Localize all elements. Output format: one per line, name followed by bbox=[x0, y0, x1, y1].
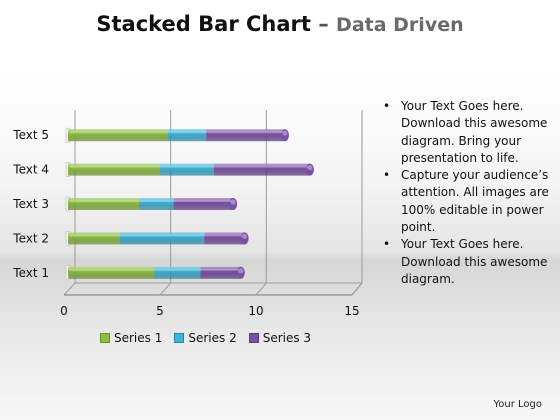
bullet-item: Your Text Goes here. Download this aweso… bbox=[383, 236, 553, 288]
bar-end-cap bbox=[280, 129, 289, 142]
chart-legend: Series 1 Series 2 Series 3 bbox=[100, 330, 311, 346]
legend-item-series-2: Series 2 bbox=[174, 331, 237, 345]
title-subtitle: Data Driven bbox=[336, 14, 464, 36]
bar-end-highlight bbox=[282, 130, 288, 136]
y-tick-label: Text 1 bbox=[12, 266, 49, 280]
y-tick-label: Text 2 bbox=[12, 231, 49, 245]
bar-segment-base bbox=[200, 266, 241, 279]
bar-segment-base bbox=[68, 232, 120, 245]
bar-segment-base bbox=[68, 129, 168, 142]
bar-end-highlight bbox=[238, 268, 244, 274]
bar-end-highlight bbox=[242, 233, 248, 239]
x-tick-label: 0 bbox=[60, 304, 68, 318]
bar-segment-base bbox=[173, 198, 234, 210]
bar-segment-base bbox=[167, 129, 207, 142]
bullet-list: Your Text Goes here. Download this aweso… bbox=[383, 98, 553, 288]
title-main: Stacked Bar Chart bbox=[96, 12, 311, 36]
bar-segment-base bbox=[206, 129, 285, 142]
y-tick-label: Text 3 bbox=[12, 197, 49, 211]
bar-gloss bbox=[70, 165, 308, 168]
bar-end-cap bbox=[229, 198, 238, 210]
floor-edge-left bbox=[63, 282, 76, 296]
legend-label: Series 3 bbox=[262, 331, 312, 345]
x-tick-label: 15 bbox=[344, 304, 359, 318]
bar-segment-base bbox=[213, 163, 310, 176]
bar-end-cap bbox=[305, 163, 314, 176]
gridline-floor bbox=[159, 282, 172, 296]
legend-label: Series 2 bbox=[188, 331, 237, 345]
logo-text: Your Logo bbox=[493, 399, 542, 410]
x-tick-label: 10 bbox=[248, 304, 263, 318]
bar-end-cap bbox=[236, 266, 245, 279]
legend-swatch-series-2 bbox=[174, 333, 185, 343]
bar-segment-base bbox=[68, 198, 140, 210]
x-tick-label: 5 bbox=[156, 304, 164, 318]
bar-segment-base bbox=[154, 266, 201, 279]
bar-gloss bbox=[70, 200, 232, 202]
bullet-item: Your Text Goes here. Download this aweso… bbox=[383, 98, 553, 167]
legend-swatch-series-3 bbox=[248, 333, 259, 343]
bar-segment-base bbox=[119, 232, 205, 245]
bar-gloss bbox=[70, 268, 239, 271]
title-dash: – bbox=[310, 12, 337, 36]
legend-item-series-1: Series 1 bbox=[100, 331, 162, 345]
bar-segment-base bbox=[160, 163, 214, 176]
bar-end-highlight bbox=[230, 199, 236, 205]
bar-gloss bbox=[70, 131, 283, 134]
bar-end-highlight bbox=[307, 165, 313, 171]
y-tick-label: Text 5 bbox=[12, 128, 49, 142]
bar-end-cap bbox=[240, 232, 249, 245]
legend-swatch-series-1 bbox=[100, 333, 110, 343]
gridline-floor bbox=[255, 282, 267, 296]
bullet-item: Capture your audience’s attention. All i… bbox=[383, 167, 553, 236]
bar-gloss bbox=[70, 234, 243, 237]
bar-segment-base bbox=[204, 232, 245, 245]
bar-segment-base bbox=[68, 163, 161, 176]
bar-segment-base bbox=[139, 198, 174, 210]
chart-title: Stacked Bar Chart – Data Driven bbox=[0, 12, 560, 36]
legend-label: Series 1 bbox=[114, 331, 163, 345]
legend-item-series-3: Series 3 bbox=[248, 331, 312, 345]
y-tick-label: Text 4 bbox=[12, 163, 49, 177]
gridline-floor bbox=[351, 282, 363, 296]
bar-segment-base bbox=[68, 266, 155, 279]
